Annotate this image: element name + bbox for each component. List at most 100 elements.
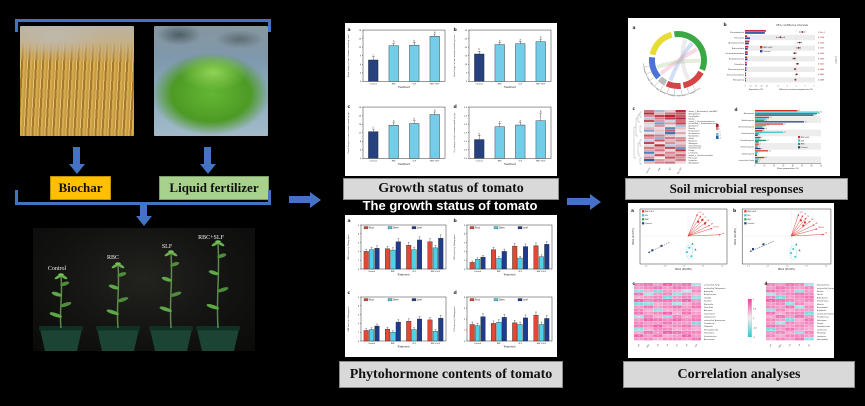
svg-text:0.5: 0.5 <box>770 323 772 325</box>
svg-text:0.6: 0.6 <box>789 294 791 296</box>
svg-text:25: 25 <box>465 38 468 40</box>
grouped-bar-chart-sod: Root Stem Leaf 0 1 2 3 4 5 Control RBC SLF RBC+SLF Tr… <box>345 215 451 287</box>
svg-text:-0.4: -0.4 <box>695 284 698 286</box>
svg-text:-0.5: -0.5 <box>637 291 640 293</box>
svg-text:-0.5: -0.5 <box>666 316 669 318</box>
svg-text:1.0: 1.0 <box>825 266 827 268</box>
svg-text:0.4: 0.4 <box>789 310 791 312</box>
arrow-right-to-soil-icon <box>567 198 590 205</box>
svg-text:-0.6: -0.6 <box>769 329 772 331</box>
svg-text:0.0: 0.0 <box>464 158 468 160</box>
svg-text:0.8: 0.8 <box>686 300 688 302</box>
straw-photo <box>20 26 134 136</box>
svg-text:0: 0 <box>360 158 362 160</box>
svg-text:Trichoderma: Trichoderma <box>704 322 714 325</box>
svg-text:0.6: 0.6 <box>695 332 697 334</box>
svg-text:SLF: SLF <box>412 83 416 85</box>
svg-text:0.7: 0.7 <box>808 320 810 322</box>
svg-text:Actinobacteriota: Actinobacteriota <box>682 90 695 97</box>
svg-text:-0.5: -0.5 <box>798 291 801 293</box>
svg-text:4: 4 <box>358 306 360 308</box>
svg-text:4: 4 <box>760 144 761 146</box>
svg-text:20: 20 <box>773 165 775 167</box>
svg-text:Sphingomonas: Sphingomonas <box>817 285 830 287</box>
svg-text:TP: TP <box>807 216 809 218</box>
svg-text:0.5: 0.5 <box>789 326 791 328</box>
svg-text:Control: Control <box>368 342 376 345</box>
svg-text:30: 30 <box>782 165 784 167</box>
svg-text:Glomeromycota: Glomeromycota <box>741 146 754 149</box>
svg-text:Treatment: Treatment <box>397 274 409 277</box>
svg-text:Mortierellomycota: Mortierellomycota <box>739 125 754 128</box>
svg-text:0.4: 0.4 <box>770 339 772 341</box>
svg-text:TP: TP <box>799 343 802 347</box>
svg-text:15: 15 <box>770 117 772 119</box>
circos-chord-diagram: Proteobacteria Actinobacteriota Chloroflex… <box>630 22 722 106</box>
svg-text:0.6: 0.6 <box>647 316 649 318</box>
svg-text:Root: Root <box>475 299 480 302</box>
svg-text:0.6: 0.6 <box>695 304 697 306</box>
svg-text:0.5: 0.5 <box>647 297 649 299</box>
svg-text:Verrucomicrobiota: Verrucomicrobiota <box>727 73 744 76</box>
svg-text:5: 5 <box>358 297 360 299</box>
svg-text:Botryotrichum: Botryotrichum <box>704 293 716 296</box>
svg-text:c: c <box>633 281 636 286</box>
svg-text:0.6: 0.6 <box>686 297 688 299</box>
svg-text:c: c <box>633 106 636 111</box>
svg-text:0.6: 0.6 <box>666 320 668 322</box>
svg-text:Treatment: Treatment <box>504 163 516 166</box>
svg-text:20: 20 <box>359 115 362 117</box>
svg-text:Sphingobium: Sphingobium <box>817 339 828 341</box>
svg-text:5: 5 <box>464 225 466 227</box>
svg-text:6: 6 <box>360 64 362 66</box>
svg-text:14: 14 <box>769 150 771 152</box>
svg-text:TN: TN <box>789 344 792 348</box>
growth-banner: Growth status of tomato <box>343 178 559 200</box>
svg-text:0.6: 0.6 <box>770 307 772 309</box>
svg-text:1.0: 1.0 <box>721 266 723 268</box>
svg-text:Treatment: Treatment <box>504 86 516 89</box>
svg-text:-0.6: -0.6 <box>657 291 660 293</box>
svg-text:0.4: 0.4 <box>789 332 791 334</box>
svg-text:0.4: 0.4 <box>798 320 800 322</box>
svg-text:-0.5: -0.5 <box>637 329 640 331</box>
svg-text:Control: Control <box>747 222 754 225</box>
svg-text:0.5: 0.5 <box>657 294 659 296</box>
svg-text:0.7: 0.7 <box>638 294 640 296</box>
svg-text:0.7: 0.7 <box>695 307 697 309</box>
arrow-down-biochar-icon <box>73 147 80 164</box>
svg-text:-0.6: -0.6 <box>666 297 669 299</box>
svg-text:2: 2 <box>464 319 466 321</box>
svg-text:PPO activity (U/mg prot): PPO activity (U/mg prot) <box>453 306 456 331</box>
svg-text:0.6: 0.6 <box>798 284 800 286</box>
svg-text:0.6: 0.6 <box>647 288 649 290</box>
svg-text:0.5: 0.5 <box>789 339 791 341</box>
svg-text:Ascomycota: Ascomycota <box>744 112 754 115</box>
svg-text:0.4: 0.4 <box>657 316 659 318</box>
svg-text:0.7: 0.7 <box>686 326 688 328</box>
svg-text:2: 2 <box>758 153 759 155</box>
svg-text:Control: Control <box>801 146 808 149</box>
svg-text:Gibberella: Gibberella <box>704 325 713 328</box>
tomato-plants-illustration: Control RBC SLF RBC+SLF <box>39 235 240 351</box>
svg-text:15: 15 <box>465 56 468 58</box>
svg-text:0.5: 0.5 <box>770 304 772 306</box>
svg-text:0.5: 0.5 <box>686 294 688 296</box>
svg-text:15: 15 <box>359 38 362 40</box>
svg-text:0.4: 0.4 <box>666 336 668 338</box>
svg-text:0.8: 0.8 <box>676 320 678 322</box>
soil-banner: Soil microbial responses <box>625 178 848 200</box>
svg-text:-0.3: -0.3 <box>685 291 688 293</box>
svg-text:-0.4: -0.4 <box>779 323 782 325</box>
svg-text:0.6: 0.6 <box>770 336 772 338</box>
svg-text:10: 10 <box>750 86 752 88</box>
rda-biplot-b: -1.0 -0.5 0.0 0.5 1.0 RBC+SLF SLF RBC Control SOC… <box>732 206 834 278</box>
svg-text:0.7: 0.7 <box>808 297 810 299</box>
svg-text:0.4: 0.4 <box>695 329 697 331</box>
svg-text:0.4: 0.4 <box>647 329 649 331</box>
svg-text:Mean proportions (%): Mean proportions (%) <box>777 167 799 170</box>
svg-text:RBC+SLF: RBC+SLF <box>198 235 224 241</box>
svg-text:0.7: 0.7 <box>798 316 800 318</box>
svg-text:0.7: 0.7 <box>789 284 791 286</box>
svg-text:0.7: 0.7 <box>647 307 649 309</box>
